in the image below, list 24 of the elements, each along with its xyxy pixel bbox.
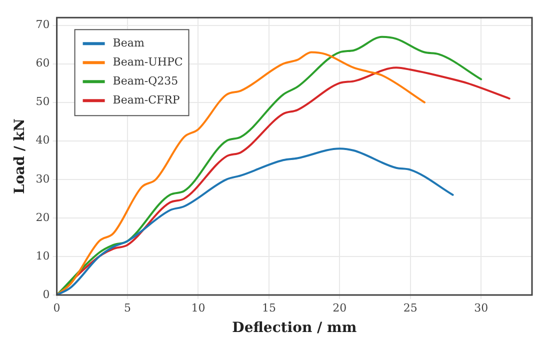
x-tick-label: 0 <box>53 301 60 314</box>
line-series <box>56 51 426 295</box>
x-tick-label: 15 <box>262 301 276 314</box>
x-tick-label: 10 <box>191 301 206 314</box>
legend-label: Beam <box>112 36 145 50</box>
x-tick-label: 5 <box>124 301 132 314</box>
y-tick-label: 20 <box>36 210 50 224</box>
y-tick-label: 60 <box>36 56 50 70</box>
x-tick-label: 25 <box>403 301 418 314</box>
y-tick-label: 0 <box>42 288 50 301</box>
x-axis-title: Deflection / mm <box>232 320 357 336</box>
y-tick-label: 10 <box>36 249 50 262</box>
legend-label: Beam-UHPC <box>112 55 183 68</box>
line-series <box>56 36 482 295</box>
x-tick-label: 20 <box>332 301 347 314</box>
legend-label: Beam-CFRP <box>112 93 180 106</box>
legend-label: Beam-Q235 <box>112 74 178 88</box>
x-tick-label: 30 <box>474 301 488 314</box>
y-axis-title: Load / kN <box>12 118 28 194</box>
y-tick-label: 50 <box>36 95 50 108</box>
y-tick-label: 70 <box>36 18 50 32</box>
line-series <box>56 148 454 295</box>
y-tick-label: 30 <box>36 172 50 186</box>
y-tick-label: 40 <box>36 134 50 147</box>
